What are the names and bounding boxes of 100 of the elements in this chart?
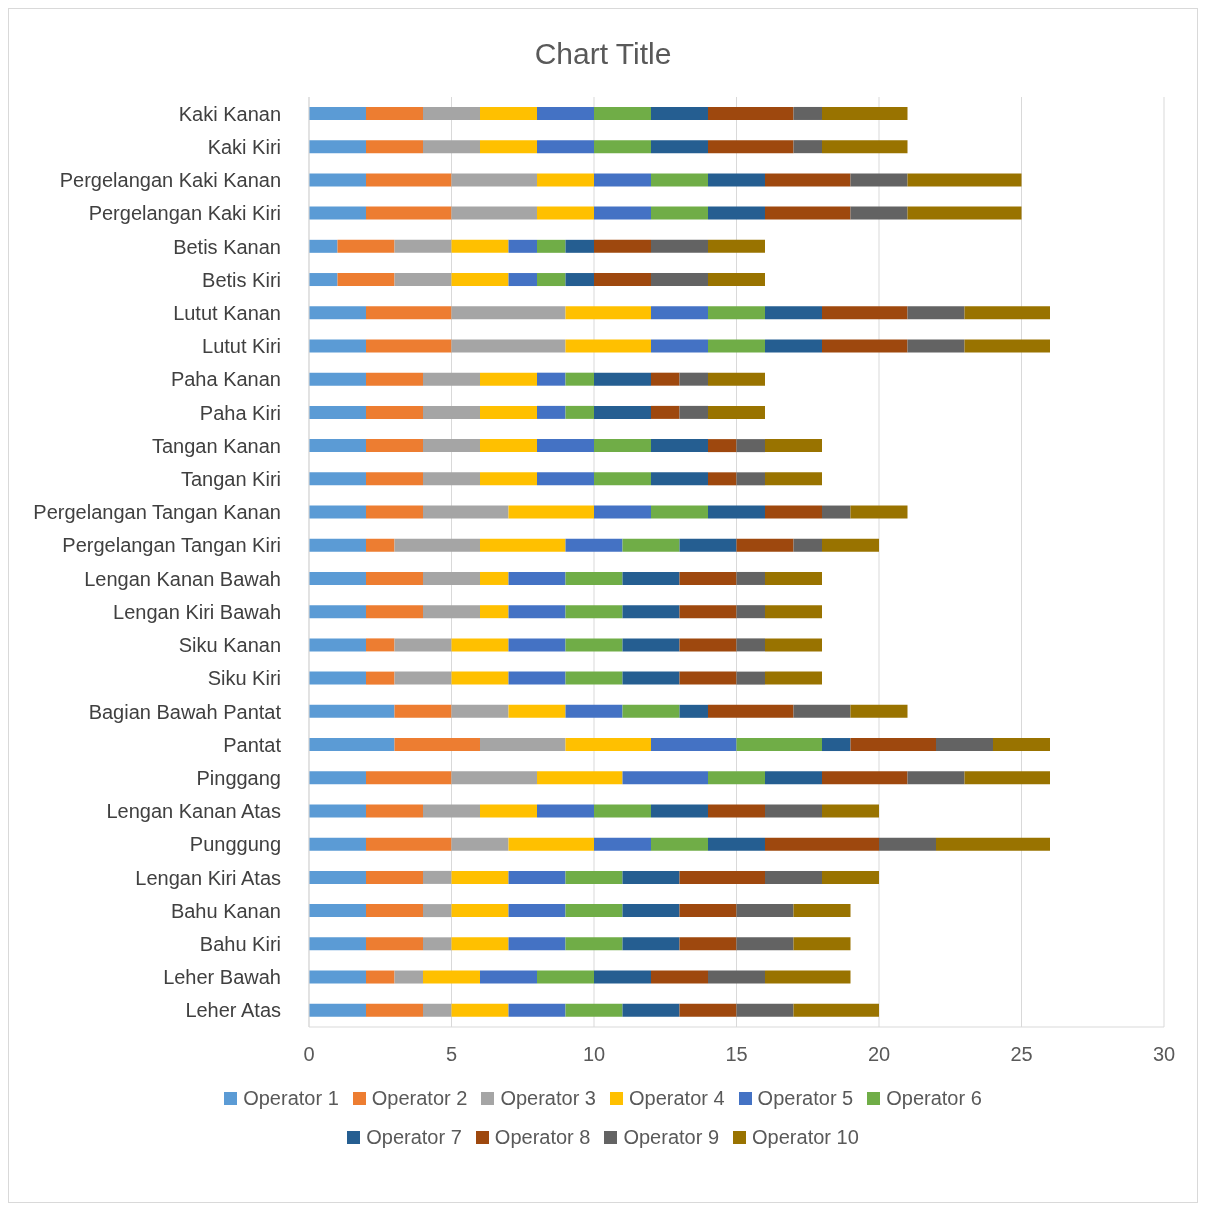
legend-label: Operator 6 xyxy=(886,1087,982,1110)
bar xyxy=(366,505,423,519)
bar xyxy=(679,671,737,685)
bar xyxy=(537,173,594,187)
bar xyxy=(366,206,452,220)
bar xyxy=(480,106,537,120)
bar xyxy=(565,738,651,752)
bar xyxy=(651,472,708,486)
bar xyxy=(565,937,623,951)
bar xyxy=(366,771,452,785)
x-tick-label: 5 xyxy=(445,1043,458,1066)
legend-label: Operator 7 xyxy=(366,1126,462,1149)
bar xyxy=(822,804,879,818)
x-tick-label: 15 xyxy=(725,1043,748,1066)
bar xyxy=(708,804,765,818)
bar xyxy=(765,206,851,220)
bar xyxy=(309,339,366,353)
bar xyxy=(936,837,1050,851)
y-tick-label: Pantat xyxy=(223,733,282,756)
y-tick-label: Tangan Kanan xyxy=(151,434,281,457)
bar xyxy=(651,837,708,851)
bar xyxy=(537,405,566,419)
bar xyxy=(594,206,651,220)
bar xyxy=(708,273,765,287)
legend-label: Operator 2 xyxy=(371,1087,468,1110)
bar xyxy=(309,472,366,486)
bar xyxy=(651,505,708,519)
y-tick-label: Lengan Kiri Atas xyxy=(135,866,281,889)
bar xyxy=(366,106,423,120)
bar xyxy=(594,505,651,519)
bar xyxy=(309,505,366,519)
bar xyxy=(736,472,765,486)
bar xyxy=(765,571,822,585)
y-tick-label: Tangan Kiri xyxy=(180,468,281,491)
bar xyxy=(508,704,566,718)
bar xyxy=(594,239,651,253)
bar xyxy=(708,173,765,187)
bar xyxy=(565,704,623,718)
bar xyxy=(822,306,908,320)
y-tick-label: Lutut Kiri xyxy=(202,335,281,358)
bar xyxy=(793,538,822,552)
legend-label: Operator 4 xyxy=(629,1087,725,1110)
bar xyxy=(622,771,708,785)
bar xyxy=(309,239,338,253)
y-tick-label: Leher Bawah xyxy=(163,966,281,989)
bar xyxy=(394,704,452,718)
bar xyxy=(366,837,452,851)
bar xyxy=(309,173,366,187)
bar xyxy=(480,804,537,818)
bar xyxy=(594,405,651,419)
bar xyxy=(366,472,423,486)
bar xyxy=(736,571,765,585)
bar xyxy=(736,904,794,918)
bar xyxy=(708,239,765,253)
bar xyxy=(309,1003,366,1017)
bar xyxy=(451,771,537,785)
bar xyxy=(309,970,366,984)
bar xyxy=(736,738,822,752)
bar xyxy=(907,306,965,320)
bar xyxy=(822,106,908,120)
bar xyxy=(850,206,908,220)
bar xyxy=(708,339,765,353)
bar xyxy=(537,140,594,154)
y-tick-label: Bagian Bawah Pantat xyxy=(88,700,282,723)
bar xyxy=(793,1003,879,1017)
bar xyxy=(651,173,708,187)
bar xyxy=(366,671,395,685)
bar xyxy=(309,638,366,652)
bar xyxy=(679,638,737,652)
bar xyxy=(822,771,908,785)
bar xyxy=(565,870,623,884)
bar xyxy=(451,206,537,220)
bar xyxy=(708,837,765,851)
y-tick-label: Siku Kanan xyxy=(178,634,281,657)
bar xyxy=(451,671,509,685)
bar xyxy=(793,704,851,718)
bar xyxy=(394,970,423,984)
bar xyxy=(850,738,936,752)
bar xyxy=(366,173,452,187)
y-tick-label: Bahu Kanan xyxy=(170,899,281,922)
bar xyxy=(765,870,822,884)
bar xyxy=(736,605,765,619)
bar xyxy=(366,605,423,619)
bar xyxy=(964,339,1050,353)
bar xyxy=(708,704,794,718)
y-tick-label: Pergelangan Tangan Kiri xyxy=(62,534,281,557)
y-tick-label: Kaki Kiri xyxy=(207,135,281,158)
bar xyxy=(594,106,651,120)
bar xyxy=(366,638,395,652)
bar xyxy=(793,106,822,120)
bar xyxy=(309,870,366,884)
y-tick-label: Pergelangan Tangan Kanan xyxy=(33,501,281,524)
bar xyxy=(508,273,537,287)
bar xyxy=(993,738,1050,752)
bar xyxy=(366,140,423,154)
bar xyxy=(451,306,566,320)
bar xyxy=(423,605,480,619)
bar xyxy=(850,704,908,718)
bar xyxy=(394,239,452,253)
bar xyxy=(423,870,452,884)
